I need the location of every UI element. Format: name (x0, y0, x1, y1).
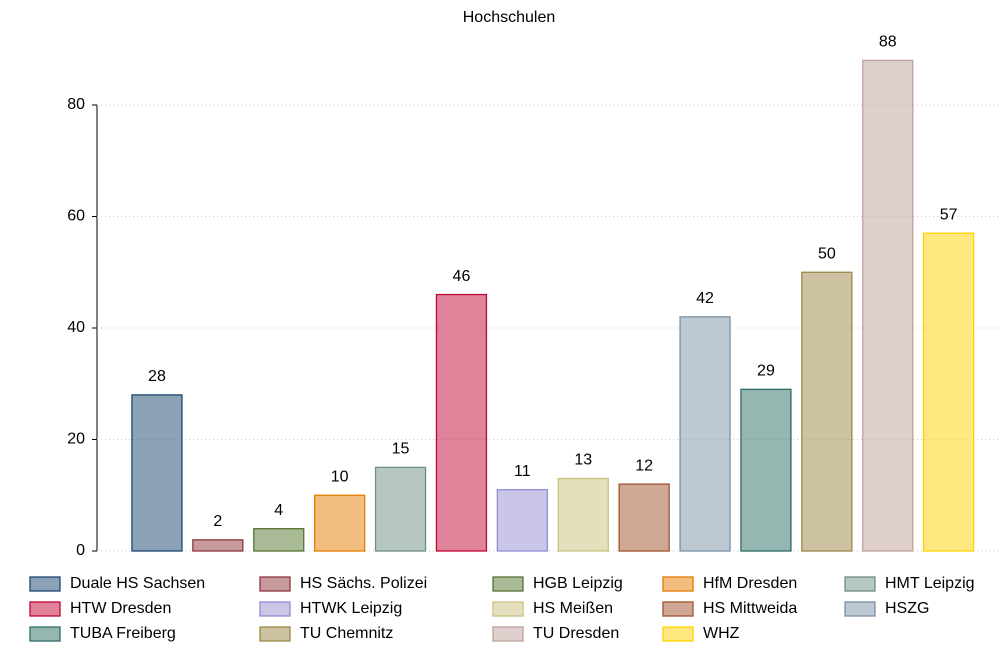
legend-swatch (29, 601, 61, 617)
bar (618, 483, 670, 552)
legend-swatch (29, 576, 61, 592)
legend-swatch (844, 601, 876, 617)
legend-swatch (492, 576, 524, 592)
legend-label: HS Mittweida (703, 600, 797, 617)
legend-swatch (492, 626, 524, 642)
y-tick-label: 20 (67, 431, 85, 448)
legend-swatch (492, 601, 524, 617)
bar (923, 232, 975, 552)
value-label: 42 (696, 290, 714, 307)
value-label: 10 (331, 468, 349, 485)
legend-swatch (259, 601, 291, 617)
legend-swatch (662, 626, 694, 642)
bar (131, 394, 183, 552)
y-tick-label: 60 (67, 208, 85, 225)
bar (557, 477, 609, 552)
legend-swatch (29, 626, 61, 642)
legend-label: HSZG (885, 600, 929, 617)
value-label: 15 (392, 441, 410, 458)
legend-label: Duale HS Sachsen (70, 575, 205, 592)
legend-swatch (259, 626, 291, 642)
bar (192, 539, 244, 552)
legend-label: TUBA Freiberg (70, 625, 176, 642)
value-label: 4 (274, 502, 283, 519)
y-tick-label: 40 (67, 319, 85, 336)
y-tick-label: 80 (67, 96, 85, 113)
bar (801, 271, 853, 552)
value-label: 2 (213, 513, 222, 530)
value-label: 88 (879, 34, 897, 51)
bar (862, 59, 914, 552)
value-label: 12 (635, 457, 653, 474)
chart-title: Hochschulen (463, 9, 556, 26)
bar (374, 466, 427, 552)
bar (679, 316, 731, 552)
bar (496, 489, 549, 552)
legend-label: TU Chemnitz (300, 625, 393, 642)
bar (313, 494, 366, 552)
value-label: 13 (574, 452, 592, 469)
value-label: 11 (514, 463, 531, 480)
legend-label: HS Meißen (533, 600, 613, 617)
legend-label: WHZ (703, 625, 740, 642)
bar (435, 293, 488, 552)
legend-swatch (844, 576, 876, 592)
legend-label: HS Sächs. Polizei (300, 575, 427, 592)
value-label: 46 (453, 268, 471, 285)
legend-label: HMT Leipzig (885, 575, 975, 592)
legend-label: TU Dresden (533, 625, 619, 642)
y-tick-label: 0 (76, 542, 85, 559)
legend-swatch (662, 576, 694, 592)
legend-label: HTWK Leipzig (300, 600, 402, 617)
value-label: 28 (148, 368, 166, 385)
legend-label: HGB Leipzig (533, 575, 623, 592)
value-label: 57 (940, 206, 958, 223)
legend-label: HTW Dresden (70, 600, 171, 617)
legend-swatch (259, 576, 291, 592)
legend-swatch (662, 601, 694, 617)
value-label: 29 (757, 363, 775, 380)
legend-label: HfM Dresden (703, 575, 797, 592)
bar (740, 388, 792, 552)
value-label: 50 (818, 245, 836, 262)
bar (253, 528, 305, 552)
